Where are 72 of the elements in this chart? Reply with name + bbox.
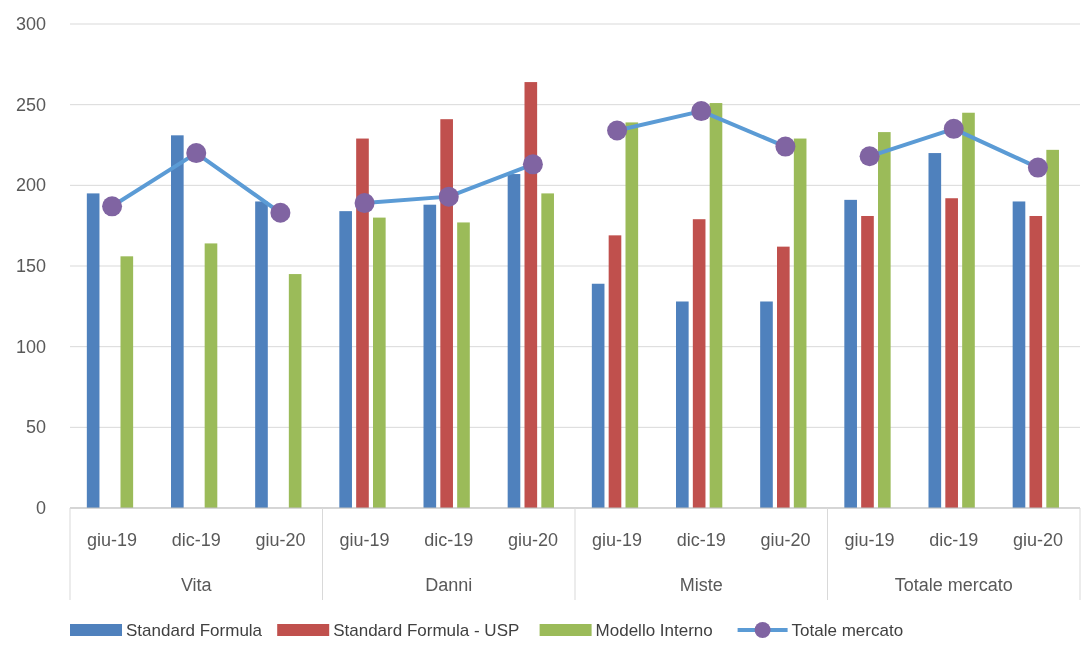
bar (255, 201, 268, 508)
x-tick-label: giu-19 (339, 530, 390, 550)
point (1027, 157, 1048, 178)
point (522, 154, 543, 175)
bar (760, 301, 773, 508)
point (102, 196, 123, 217)
legend-label: Modello Interno (595, 621, 713, 640)
x-tick-label: giu-20 (760, 530, 811, 550)
bar (1046, 149, 1059, 508)
bar (1012, 201, 1026, 508)
bar (608, 235, 622, 508)
y-tick-label: 250 (15, 94, 46, 115)
bar (204, 243, 218, 508)
bar (541, 193, 554, 508)
point (691, 101, 712, 122)
text: Vita (180, 575, 213, 595)
x-tick-label: giu-20 (1012, 530, 1063, 550)
bar (171, 135, 184, 508)
x-tick-label: giu-20 (507, 530, 558, 550)
bar (777, 246, 790, 508)
text: Miste (679, 575, 723, 595)
legend-label: Standard Formula - USP (333, 621, 520, 640)
bar (676, 301, 689, 508)
bar (844, 199, 857, 508)
bar (709, 103, 723, 508)
point (186, 143, 207, 164)
bar (692, 219, 706, 508)
legend-label: Standard Formula (126, 621, 263, 640)
text: Totale mercato (894, 575, 1013, 595)
bar (878, 132, 891, 508)
x-tick-label: giu-19 (87, 530, 138, 550)
x-tick-label: dic-19 (171, 530, 221, 550)
bar (120, 256, 134, 508)
bar (962, 112, 975, 508)
bar (457, 222, 470, 508)
bar (373, 217, 386, 508)
bar (591, 283, 605, 508)
y-tick-label: 0 (35, 498, 46, 518)
bar (423, 204, 437, 508)
y-tick-label: 150 (15, 256, 46, 276)
x-tick-label: giu-19 (844, 530, 895, 550)
y-tick-label: 100 (15, 336, 46, 357)
point (354, 193, 375, 214)
point (943, 118, 964, 139)
bar (524, 82, 538, 508)
x-tick-label: dic-19 (676, 530, 726, 550)
text: Danni (425, 575, 473, 595)
bar (339, 211, 352, 508)
point (859, 146, 880, 167)
y-tick-label: 200 (15, 175, 46, 196)
x-tick-label: giu-20 (255, 530, 306, 550)
bar (1029, 215, 1043, 508)
point (270, 202, 291, 223)
bar (793, 138, 807, 508)
bar (928, 153, 942, 508)
y-tick-label: 300 (15, 14, 46, 34)
bar (86, 193, 100, 508)
legend-label: Totale mercato (791, 621, 904, 640)
bar (945, 198, 958, 508)
bar (861, 215, 874, 508)
bar (625, 122, 639, 508)
point (607, 120, 628, 141)
point (775, 136, 796, 157)
bar (356, 138, 369, 508)
bar (288, 274, 302, 508)
point (438, 186, 459, 207)
y-tick-label: 50 (25, 417, 46, 438)
bar (440, 119, 453, 508)
bar (507, 174, 521, 508)
x-tick-label: dic-19 (929, 530, 979, 550)
x-tick-label: giu-19 (592, 530, 643, 550)
x-tick-label: dic-19 (424, 530, 474, 550)
